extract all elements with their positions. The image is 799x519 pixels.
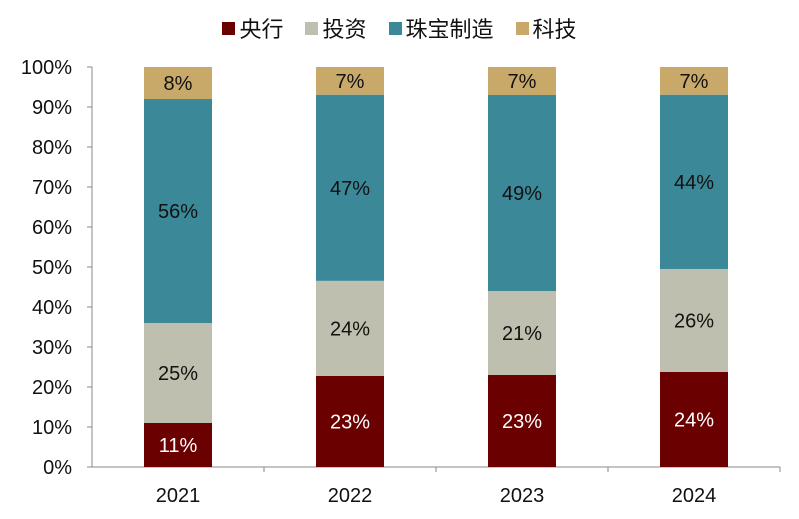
bar-segment bbox=[660, 94, 728, 269]
bar-segment bbox=[488, 67, 556, 95]
bar-segment bbox=[660, 67, 728, 95]
data-label: 23% bbox=[330, 411, 370, 433]
data-label: 49% bbox=[502, 183, 542, 205]
bar-segment bbox=[488, 95, 556, 291]
y-tick-label: 100% bbox=[21, 57, 72, 79]
data-label: 24% bbox=[674, 409, 714, 431]
bar-segment bbox=[144, 423, 212, 467]
bar-segment bbox=[144, 323, 212, 423]
bar-segment bbox=[660, 371, 728, 467]
legend-swatch bbox=[305, 21, 319, 35]
y-tick-label: 10% bbox=[32, 417, 72, 439]
x-tick-label: 2024 bbox=[672, 485, 717, 507]
legend-item-central-bank: 央行 bbox=[222, 12, 283, 44]
bar-segment bbox=[316, 67, 384, 95]
legend-swatch bbox=[515, 21, 529, 35]
bar-segment bbox=[488, 291, 556, 375]
data-label: 47% bbox=[330, 178, 370, 200]
legend-swatch bbox=[388, 21, 402, 35]
bar-segment bbox=[144, 99, 212, 323]
x-tick-label: 2022 bbox=[328, 485, 373, 507]
legend-label: 投资 bbox=[322, 17, 367, 42]
legend-swatch bbox=[222, 21, 236, 35]
data-label: 26% bbox=[674, 310, 714, 332]
y-tick-label: 40% bbox=[32, 297, 72, 319]
x-tick-label: 2023 bbox=[500, 485, 545, 507]
y-tick-label: 0% bbox=[43, 457, 72, 479]
bar-segment bbox=[316, 94, 384, 281]
legend-label: 央行 bbox=[239, 17, 284, 42]
bar-segment bbox=[316, 375, 384, 467]
y-tick-label: 20% bbox=[32, 377, 72, 399]
y-tick-label: 30% bbox=[32, 337, 72, 359]
bar-segment bbox=[316, 280, 384, 376]
bar-segment bbox=[144, 67, 212, 99]
legend-item-investment: 投资 bbox=[305, 12, 367, 44]
data-label: 8% bbox=[164, 73, 193, 95]
y-tick-label: 60% bbox=[32, 217, 72, 239]
legend-item-jewelry: 珠宝制造 bbox=[388, 12, 494, 44]
data-label: 7% bbox=[508, 71, 537, 93]
bar-segment bbox=[488, 375, 556, 467]
data-label: 7% bbox=[336, 71, 365, 93]
data-label: 7% bbox=[680, 71, 709, 93]
data-label: 11% bbox=[159, 435, 198, 457]
data-label: 56% bbox=[158, 201, 198, 223]
data-label: 25% bbox=[158, 363, 198, 385]
legend-label: 珠宝制造 bbox=[405, 17, 494, 42]
data-label: 24% bbox=[330, 318, 370, 340]
bar-segment bbox=[660, 268, 728, 372]
data-label: 44% bbox=[674, 172, 714, 194]
y-tick-label: 90% bbox=[32, 97, 72, 119]
data-label: 21% bbox=[502, 323, 542, 345]
legend-item-technology: 科技 bbox=[515, 12, 577, 44]
data-label: 23% bbox=[502, 411, 542, 433]
y-tick-label: 70% bbox=[32, 177, 72, 199]
legend: 央行 投资 珠宝制造 科技 bbox=[0, 12, 799, 44]
legend-label: 科技 bbox=[532, 17, 577, 42]
y-tick-label: 50% bbox=[32, 257, 72, 279]
x-tick-label: 2021 bbox=[156, 485, 201, 507]
y-tick-label: 80% bbox=[32, 137, 72, 159]
